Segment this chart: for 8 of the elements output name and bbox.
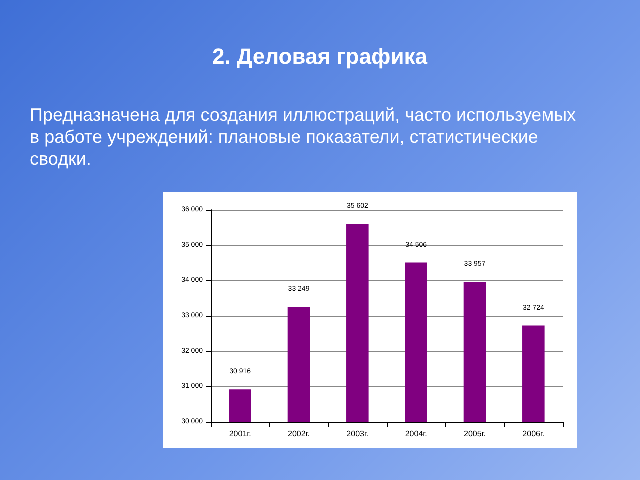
chart-subtitle: Предназначена для создания иллюстраций, часто используемых в работе учреждений: плановые показатели, статистические сводки. xyxy=(30,104,578,170)
x-tick-label: 2001г. xyxy=(229,430,252,438)
x-tick-label: 2006г. xyxy=(522,430,545,438)
x-tick-label: 2002г. xyxy=(288,430,310,438)
x-tick-label: 2003г. xyxy=(346,430,369,438)
chart-title: 2. Деловая графика xyxy=(211,44,429,70)
x-tick-label: 2005г. xyxy=(464,430,486,438)
x-tick-label: 2004г. xyxy=(405,430,428,438)
